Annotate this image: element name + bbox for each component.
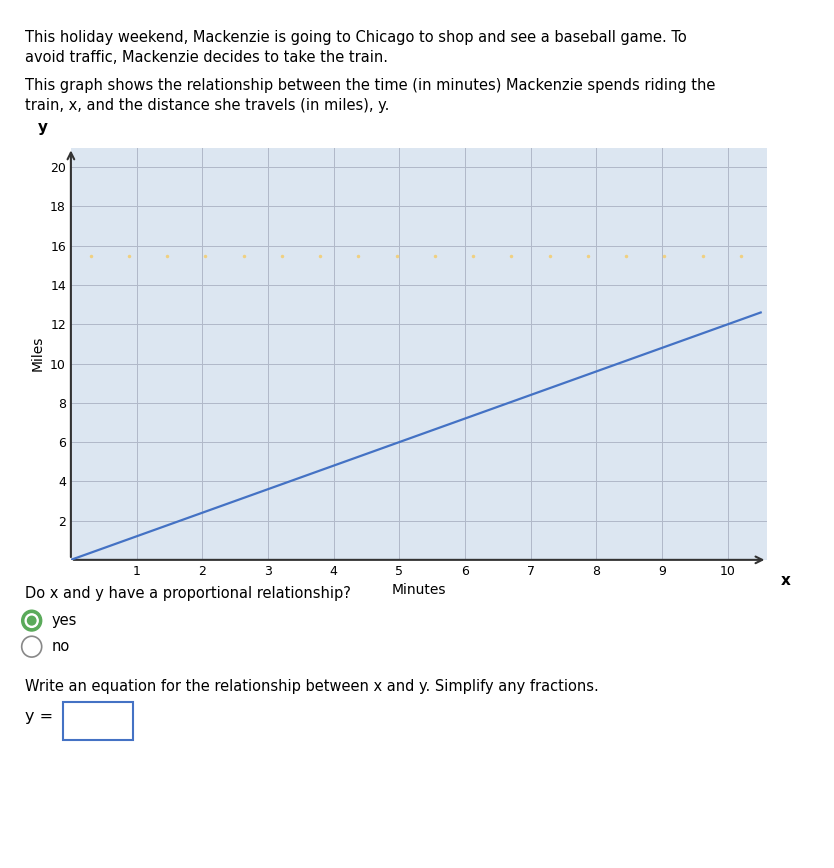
Text: avoid traffic, Mackenzie decides to take the train.: avoid traffic, Mackenzie decides to take… <box>25 50 388 65</box>
X-axis label: Minutes: Minutes <box>392 583 446 597</box>
Text: y: y <box>38 120 48 135</box>
Text: x: x <box>781 573 791 588</box>
Text: yes: yes <box>52 613 77 628</box>
Text: This holiday weekend, Mackenzie is going to Chicago to shop and see a baseball g: This holiday weekend, Mackenzie is going… <box>25 30 686 45</box>
Text: This graph shows the relationship between the time (in minutes) Mackenzie spends: This graph shows the relationship betwee… <box>25 78 716 93</box>
Text: Do x and y have a proportional relationship?: Do x and y have a proportional relations… <box>25 586 351 601</box>
Text: no: no <box>52 639 70 654</box>
Text: train, x, and the distance she travels (in miles), y.: train, x, and the distance she travels (… <box>25 98 389 113</box>
Text: y =: y = <box>25 708 53 724</box>
Text: Write an equation for the relationship between x and y. Simplify any fractions.: Write an equation for the relationship b… <box>25 679 599 694</box>
Y-axis label: Miles: Miles <box>31 336 44 372</box>
